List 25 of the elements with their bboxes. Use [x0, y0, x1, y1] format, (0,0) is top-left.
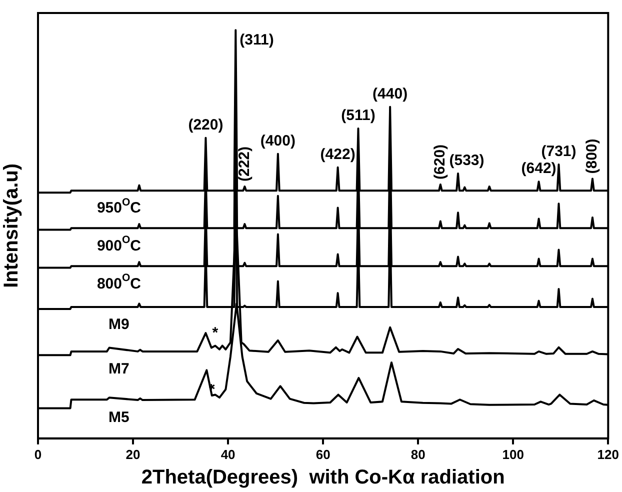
x-tick-label: 20	[126, 446, 140, 462]
annotation: (800)	[584, 138, 601, 174]
x-tick-label: 120	[597, 446, 620, 462]
annotation: (311)	[240, 31, 274, 48]
x-axis-title: 2Theta(Degrees) with Co-Kα radiation	[141, 466, 505, 489]
annotation: (642)	[521, 160, 556, 178]
x-tick-label: 40	[220, 446, 236, 462]
x-tick-label: 80	[410, 446, 426, 462]
annotation: (511)	[341, 107, 376, 124]
annotation: (533)	[449, 152, 484, 170]
annotation: (731)	[541, 143, 576, 160]
annotation: (222)	[236, 146, 253, 182]
x-tick-label: 0	[34, 446, 42, 462]
annotation: (620)	[432, 144, 449, 180]
annotation: (220)	[188, 116, 224, 134]
x-tick-label: 100	[502, 446, 524, 462]
annotation: *	[212, 324, 218, 342]
annotation: (400)	[260, 132, 296, 150]
series-label: M7	[108, 360, 130, 378]
annotation: (422)	[320, 146, 356, 163]
x-tick-label: 60	[316, 446, 330, 462]
annotation: (440)	[372, 86, 408, 103]
series-label: M9	[108, 316, 130, 334]
series-label: M5	[108, 408, 130, 426]
y-axis-title: Intensity(a.u)	[0, 163, 23, 288]
